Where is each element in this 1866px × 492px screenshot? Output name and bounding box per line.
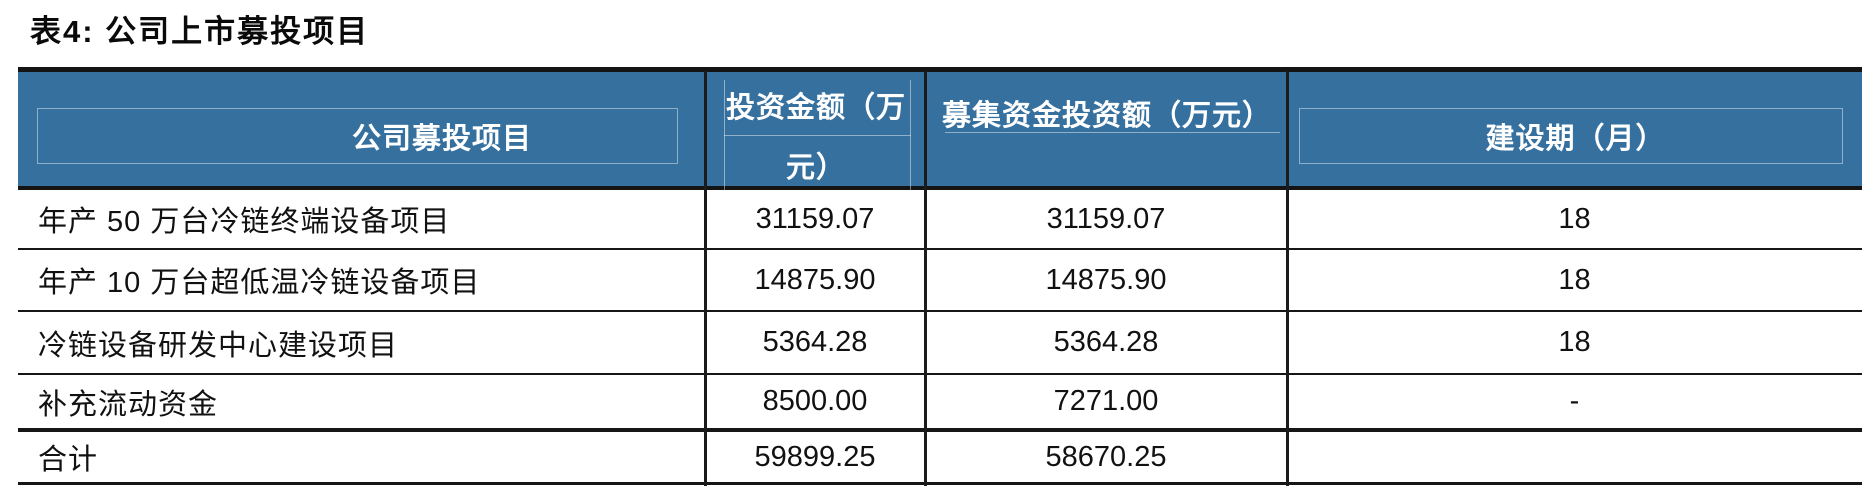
period-cell: 18 <box>1558 202 1591 235</box>
header-inner-line <box>724 80 725 190</box>
project-name-cell: 年产 50 万台冷链终端设备项目 <box>38 206 451 238</box>
header-raised-funds-column: 募集资金投资额（万元） <box>941 100 1272 132</box>
header-project-column: 公司募投项目 <box>351 123 532 155</box>
project-name-cell: 年产 10 万台超低温冷链设备项目 <box>38 267 481 299</box>
header-inner-border-col4 <box>1299 108 1843 164</box>
header-construction-period-column: 建设期（月） <box>1485 123 1666 155</box>
raised-funds-cell: 58670.25 <box>1045 440 1167 473</box>
project-name-cell: 合计 <box>38 444 99 476</box>
project-name-cell: 补充流动资金 <box>38 388 219 421</box>
raised-funds-cell: 5364.28 <box>1053 326 1159 358</box>
project-name-cell: 冷链设备研发中心建设项目 <box>38 329 399 362</box>
raised-funds-cell: 31159.07 <box>1046 202 1166 235</box>
table-row: 年产 50 万台冷链终端设备项目 31159.07 31159.07 18 <box>18 190 1862 248</box>
header-inner-line <box>910 80 911 190</box>
investment-cell: 31159.07 <box>755 202 875 235</box>
investment-cell: 14875.90 <box>754 263 876 296</box>
period-cell: 18 <box>1558 326 1591 358</box>
raised-funds-cell: 7271.00 <box>1053 385 1159 417</box>
table-caption: 表4: 公司上市募投项目 <box>30 14 370 49</box>
table-row: 年产 10 万台超低温冷链设备项目 14875.90 14875.90 18 <box>18 248 1862 310</box>
column-divider <box>924 71 927 486</box>
table-row: 补充流动资金 8500.00 7271.00 - <box>18 373 1862 428</box>
period-cell: - <box>1569 385 1580 417</box>
table-row: 冷链设备研发中心建设项目 5364.28 5364.28 18 <box>18 310 1862 373</box>
investment-cell: 8500.00 <box>762 385 868 417</box>
investment-cell: 59899.25 <box>754 440 876 473</box>
period-cell: 18 <box>1558 263 1591 296</box>
header-investment-column-line1: 投资金额（万 <box>725 92 906 124</box>
investment-cell: 5364.28 <box>762 326 868 358</box>
table-row-total: 合计 59899.25 58670.25 <box>18 428 1862 485</box>
fundraising-projects-table: 公司募投项目 投资金额（万 元） 募集资金投资额（万元） 建设期（月） 年产 5… <box>18 67 1862 487</box>
column-divider <box>704 71 707 486</box>
header-inner-line <box>724 135 911 136</box>
table-header-row: 公司募投项目 投资金额（万 元） 募集资金投资额（万元） 建设期（月） <box>18 67 1862 190</box>
table-body: 年产 50 万台冷链终端设备项目 31159.07 31159.07 18 年产… <box>18 190 1862 485</box>
header-inner-line <box>945 132 1280 133</box>
raised-funds-cell: 14875.90 <box>1045 263 1167 296</box>
column-divider <box>1286 71 1289 486</box>
header-inner-border-col1 <box>37 108 678 164</box>
header-investment-column-line2: 元） <box>785 152 846 184</box>
